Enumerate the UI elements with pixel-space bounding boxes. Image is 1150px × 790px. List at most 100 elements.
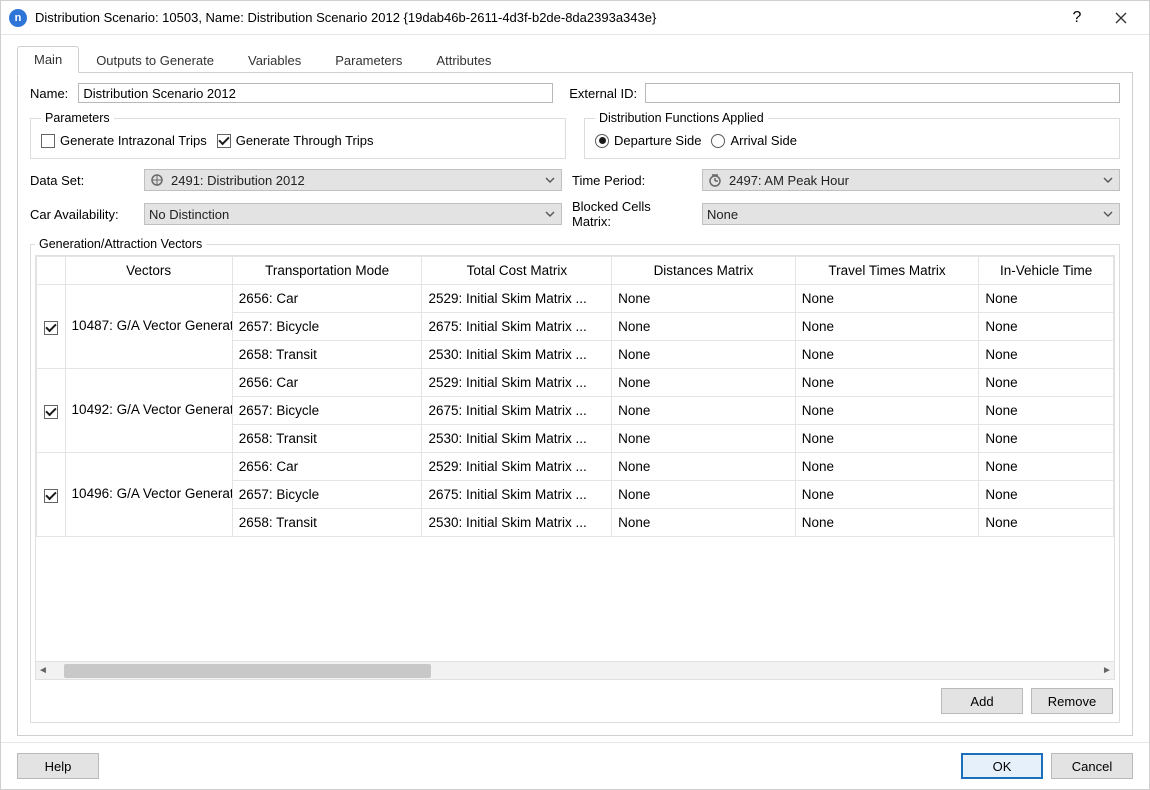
ivt-cell[interactable]: None <box>979 369 1114 397</box>
tab-main[interactable]: Main <box>17 46 79 73</box>
mode-cell[interactable]: 2657: Bicycle <box>232 397 422 425</box>
car-availability-combo[interactable]: No Distinction <box>144 203 562 225</box>
cost-cell[interactable]: 2530: Initial Skim Matrix ... <box>422 425 612 453</box>
ivt-cell[interactable]: None <box>979 313 1114 341</box>
mode-cell[interactable]: 2656: Car <box>232 369 422 397</box>
dist-cell[interactable]: None <box>612 397 796 425</box>
table-row[interactable]: 10487: G/A Vector Generation/Attraction … <box>37 285 1114 313</box>
col-mode[interactable]: Transportation Mode <box>232 257 422 285</box>
col-tt[interactable]: Travel Times Matrix <box>795 257 979 285</box>
tt-cell[interactable]: None <box>795 425 979 453</box>
dist-cell[interactable]: None <box>612 285 796 313</box>
col-vectors[interactable]: Vectors <box>65 257 232 285</box>
tt-cell[interactable]: None <box>795 313 979 341</box>
tab-variables[interactable]: Variables <box>231 47 318 73</box>
mode-cell[interactable]: 2658: Transit <box>232 425 422 453</box>
row-checkbox-cell[interactable] <box>37 285 66 369</box>
tab-parameters[interactable]: Parameters <box>318 47 419 73</box>
radio-icon <box>595 134 609 148</box>
ivt-cell[interactable]: None <box>979 285 1114 313</box>
dist-cell[interactable]: None <box>612 341 796 369</box>
dialog-window: n Distribution Scenario: 10503, Name: Di… <box>0 0 1150 790</box>
time-period-combo[interactable]: 2497: AM Peak Hour <box>702 169 1120 191</box>
dist-cell[interactable]: None <box>612 369 796 397</box>
close-icon <box>1115 12 1127 24</box>
row-checkbox-cell[interactable] <box>37 453 66 537</box>
cost-cell[interactable]: 2675: Initial Skim Matrix ... <box>422 397 612 425</box>
scroll-left-icon: ◄ <box>36 664 50 678</box>
generate-through-checkbox[interactable]: Generate Through Trips <box>217 133 374 148</box>
ivt-cell[interactable]: None <box>979 341 1114 369</box>
dist-cell[interactable]: None <box>612 453 796 481</box>
cost-cell[interactable]: 2529: Initial Skim Matrix ... <box>422 285 612 313</box>
cost-cell[interactable]: 2530: Initial Skim Matrix ... <box>422 509 612 537</box>
chevron-down-icon <box>543 175 557 185</box>
tt-cell[interactable]: None <box>795 369 979 397</box>
cost-cell[interactable]: 2675: Initial Skim Matrix ... <box>422 481 612 509</box>
mode-cell[interactable]: 2657: Bicycle <box>232 481 422 509</box>
mode-cell[interactable]: 2658: Transit <box>232 341 422 369</box>
cancel-button[interactable]: Cancel <box>1051 753 1133 779</box>
tt-cell[interactable]: None <box>795 453 979 481</box>
mode-cell[interactable]: 2656: Car <box>232 285 422 313</box>
horizontal-scrollbar[interactable]: ◄ ► <box>36 661 1114 679</box>
ivt-cell[interactable]: None <box>979 453 1114 481</box>
tab-outputs[interactable]: Outputs to Generate <box>79 47 231 73</box>
data-set-label: Data Set: <box>30 173 134 188</box>
row-checkbox-cell[interactable] <box>37 369 66 453</box>
chevron-down-icon <box>543 209 557 219</box>
ga-table: Vectors Transportation Mode Total Cost M… <box>36 256 1114 537</box>
vector-name-cell[interactable]: 10496: G/A Vector Generation/Attraction … <box>65 453 232 537</box>
tab-attributes[interactable]: Attributes <box>419 47 508 73</box>
add-button[interactable]: Add <box>941 688 1023 714</box>
dist-cell[interactable]: None <box>612 509 796 537</box>
help-button[interactable]: Help <box>17 753 99 779</box>
generate-intrazonal-label: Generate Intrazonal Trips <box>60 133 207 148</box>
close-button[interactable] <box>1101 4 1141 32</box>
mode-cell[interactable]: 2656: Car <box>232 453 422 481</box>
ivt-cell[interactable]: None <box>979 425 1114 453</box>
table-row[interactable]: 10492: G/A Vector Generation/Attraction … <box>37 369 1114 397</box>
vector-name-cell[interactable]: 10487: G/A Vector Generation/Attraction … <box>65 285 232 369</box>
dist-cell[interactable]: None <box>612 313 796 341</box>
tt-cell[interactable]: None <box>795 341 979 369</box>
tt-cell[interactable]: None <box>795 509 979 537</box>
external-id-input[interactable] <box>645 83 1120 103</box>
blocked-cells-combo[interactable]: None <box>702 203 1120 225</box>
generate-through-label: Generate Through Trips <box>236 133 374 148</box>
col-ivt[interactable]: In-Vehicle Time <box>979 257 1114 285</box>
mode-cell[interactable]: 2658: Transit <box>232 509 422 537</box>
mode-cell[interactable]: 2657: Bicycle <box>232 313 422 341</box>
ivt-cell[interactable]: None <box>979 509 1114 537</box>
checkbox-icon <box>44 321 58 335</box>
cost-cell[interactable]: 2529: Initial Skim Matrix ... <box>422 369 612 397</box>
tt-cell[interactable]: None <box>795 285 979 313</box>
cost-cell[interactable]: 2529: Initial Skim Matrix ... <box>422 453 612 481</box>
ivt-cell[interactable]: None <box>979 397 1114 425</box>
checkbox-icon <box>41 134 55 148</box>
dist-cell[interactable]: None <box>612 425 796 453</box>
remove-button[interactable]: Remove <box>1031 688 1113 714</box>
name-input[interactable] <box>78 83 553 103</box>
scroll-right-icon: ► <box>1100 664 1114 678</box>
scroll-thumb[interactable] <box>64 664 431 678</box>
window-title: Distribution Scenario: 10503, Name: Dist… <box>35 10 656 25</box>
titlebar-help-button[interactable]: ? <box>1057 4 1097 32</box>
departure-side-radio[interactable]: Departure Side <box>595 133 701 148</box>
col-dist[interactable]: Distances Matrix <box>612 257 796 285</box>
vector-name-cell[interactable]: 10492: G/A Vector Generation/Attraction … <box>65 369 232 453</box>
data-set-combo[interactable]: 2491: Distribution 2012 <box>144 169 562 191</box>
ivt-cell[interactable]: None <box>979 481 1114 509</box>
generate-intrazonal-checkbox[interactable]: Generate Intrazonal Trips <box>41 133 207 148</box>
cost-cell[interactable]: 2530: Initial Skim Matrix ... <box>422 341 612 369</box>
ok-button[interactable]: OK <box>961 753 1043 779</box>
ga-vectors-group: Generation/Attraction Vectors Vectors <box>30 237 1120 723</box>
tt-cell[interactable]: None <box>795 397 979 425</box>
col-cost[interactable]: Total Cost Matrix <box>422 257 612 285</box>
cost-cell[interactable]: 2675: Initial Skim Matrix ... <box>422 313 612 341</box>
table-row[interactable]: 10496: G/A Vector Generation/Attraction … <box>37 453 1114 481</box>
dist-cell[interactable]: None <box>612 481 796 509</box>
arrival-side-radio[interactable]: Arrival Side <box>711 133 796 148</box>
tt-cell[interactable]: None <box>795 481 979 509</box>
external-id-label: External ID: <box>569 86 637 101</box>
